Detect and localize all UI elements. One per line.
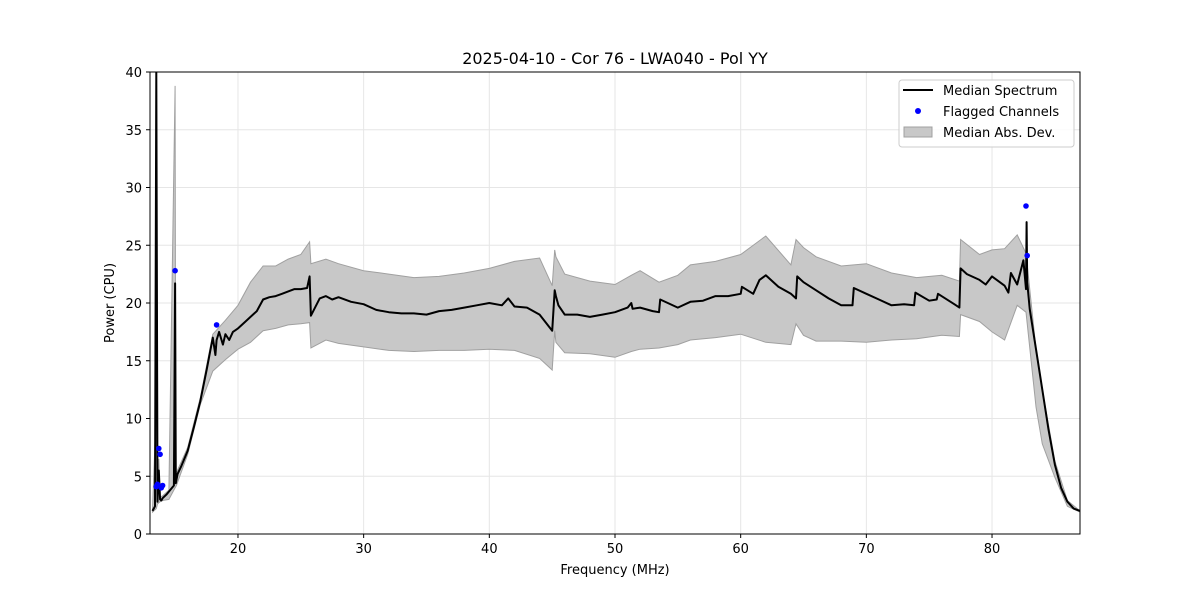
x-tick-label: 80 bbox=[984, 542, 1001, 557]
flagged-point bbox=[172, 267, 178, 274]
flagged-point bbox=[154, 481, 161, 488]
y-tick-label: 25 bbox=[125, 239, 142, 254]
legend-band-swatch bbox=[903, 126, 933, 138]
y-tick-label: 30 bbox=[125, 182, 142, 197]
x-tick-label: 50 bbox=[607, 542, 624, 557]
y-tick-label: 35 bbox=[125, 124, 142, 139]
legend-label-median: Median Spectrum bbox=[943, 84, 1057, 99]
plot-area bbox=[151, 72, 1080, 514]
x-tick-label: 20 bbox=[230, 542, 247, 557]
flagged-point bbox=[157, 451, 163, 458]
flagged-point bbox=[1024, 252, 1030, 259]
axis-ticks: 20 30 40 50 60 70 80 0 5 10 15 20 25 30 35 40 bbox=[125, 66, 1000, 557]
mad-band bbox=[152, 85, 1080, 514]
legend-frame bbox=[898, 79, 1075, 148]
legend-label-flagged: Flagged Channels bbox=[943, 105, 1059, 120]
x-tick-label: 70 bbox=[858, 542, 875, 557]
x-axis-label: Frequency (MHz) bbox=[560, 563, 669, 578]
x-tick-label: 40 bbox=[481, 542, 498, 557]
flagged-point bbox=[159, 482, 166, 489]
flagged-point bbox=[1023, 203, 1029, 209]
y-tick-label: 5 bbox=[134, 470, 142, 485]
y-tick-label: 15 bbox=[125, 355, 142, 370]
flagged-point bbox=[156, 445, 162, 452]
legend-dot-swatch bbox=[915, 108, 921, 114]
y-tick-label: 40 bbox=[125, 66, 142, 81]
legend: Median Spectrum Flagged Channels Median … bbox=[898, 79, 1075, 148]
flagged-point bbox=[213, 322, 220, 328]
legend-label-mad: Median Abs. Dev. bbox=[943, 126, 1055, 141]
y-tick-label: 0 bbox=[134, 528, 142, 543]
y-axis-label: Power (CPU) bbox=[103, 263, 118, 343]
x-tick-label: 60 bbox=[732, 542, 749, 557]
chart-title: 2025-04-10 - Cor 76 - LWA040 - Pol YY bbox=[462, 49, 768, 68]
median-spectrum-line bbox=[151, 72, 1080, 512]
x-tick-label: 30 bbox=[355, 542, 372, 557]
y-tick-label: 20 bbox=[125, 297, 142, 312]
y-tick-label: 10 bbox=[125, 413, 142, 428]
